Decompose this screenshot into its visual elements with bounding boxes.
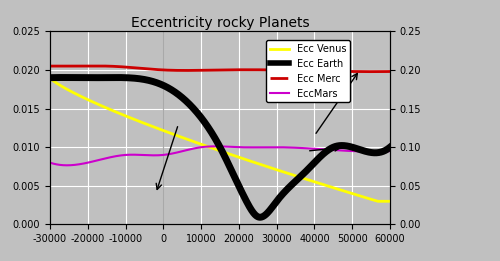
Legend: Ecc Venus, Ecc Earth, Ecc Merc, EccMars: Ecc Venus, Ecc Earth, Ecc Merc, EccMars xyxy=(266,40,350,102)
Title: Eccentricity rocky Planets: Eccentricity rocky Planets xyxy=(130,16,310,30)
